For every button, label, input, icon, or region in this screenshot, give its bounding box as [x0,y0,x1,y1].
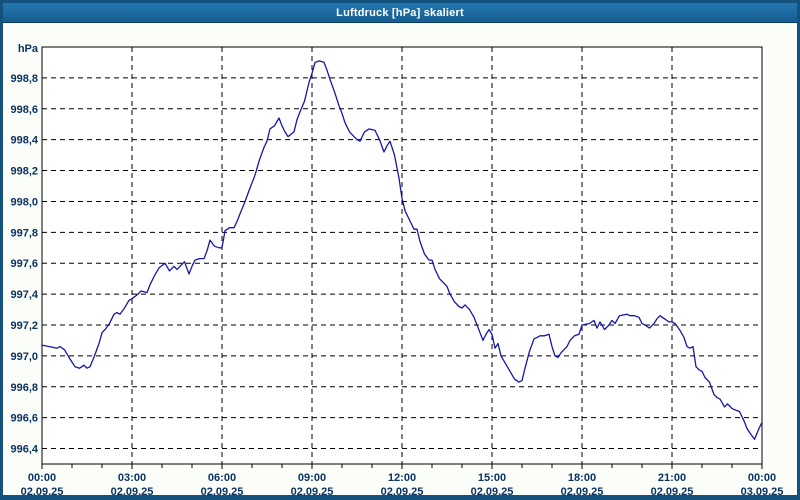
x-axis-date-label: 03.09.25 [741,486,784,498]
x-axis-time-label: 00:00 [748,472,776,484]
y-axis-tick-label: 998,4 [10,135,38,147]
x-axis-date-label: 02.09.25 [561,486,604,498]
chart-area: 998,8 998,6 998,4 998,2 998,0 997,8 997,6 997,4… [3,23,797,498]
y-axis-tick-label: 998,0 [10,196,38,208]
window-title: Luftdruck [hPa] skaliert [336,6,464,19]
x-axis-date-label: 02.09.25 [471,486,514,498]
y-axis-tick-label: 996,4 [10,444,38,456]
x-axis-time-label: 15:00 [478,472,506,484]
y-axis-tick-label: 998,8 [10,73,38,85]
x-axis-time-label: 09:00 [298,472,326,484]
x-axis-date-label: 02.09.25 [381,486,424,498]
x-axis-date-label: 02.09.25 [111,486,154,498]
pressure-line [41,60,763,440]
y-axis-tick-label: 998,6 [10,104,38,116]
pressure-line-chart: 998,8 998,6 998,4 998,2 998,0 997,8 997,6 997,4… [10,43,784,498]
x-axis-time-label: 00:00 [28,472,56,484]
x-axis-time-label: 18:00 [568,472,596,484]
y-axis-tick-label: 996,6 [10,413,38,425]
y-axis-tick-label: 997,0 [10,351,38,363]
x-axis-time-label: 03:00 [118,472,146,484]
x-axis-time-label: 21:00 [658,472,686,484]
y-axis-tick-label: 997,4 [10,289,38,301]
y-axis-tick-label: 996,8 [10,382,38,394]
x-axis-date-label: 02.09.25 [291,486,334,498]
window-titlebar: Luftdruck [hPa] skaliert [3,3,797,23]
x-axis-time-label: 12:00 [388,472,416,484]
x-axis-time-label: 06:00 [208,472,236,484]
y-axis-tick-label: 997,2 [10,320,38,332]
y-axis-unit-label: hPa [18,43,39,55]
y-axis-tick-label: 998,2 [10,166,38,178]
x-axis-date-label: 02.09.25 [651,486,694,498]
y-axis-tick-label: 997,8 [10,227,38,239]
x-axis-date-label: 02.09.25 [21,486,64,498]
x-axis-date-label: 02.09.25 [201,486,244,498]
y-axis-tick-label: 997,6 [10,258,38,270]
